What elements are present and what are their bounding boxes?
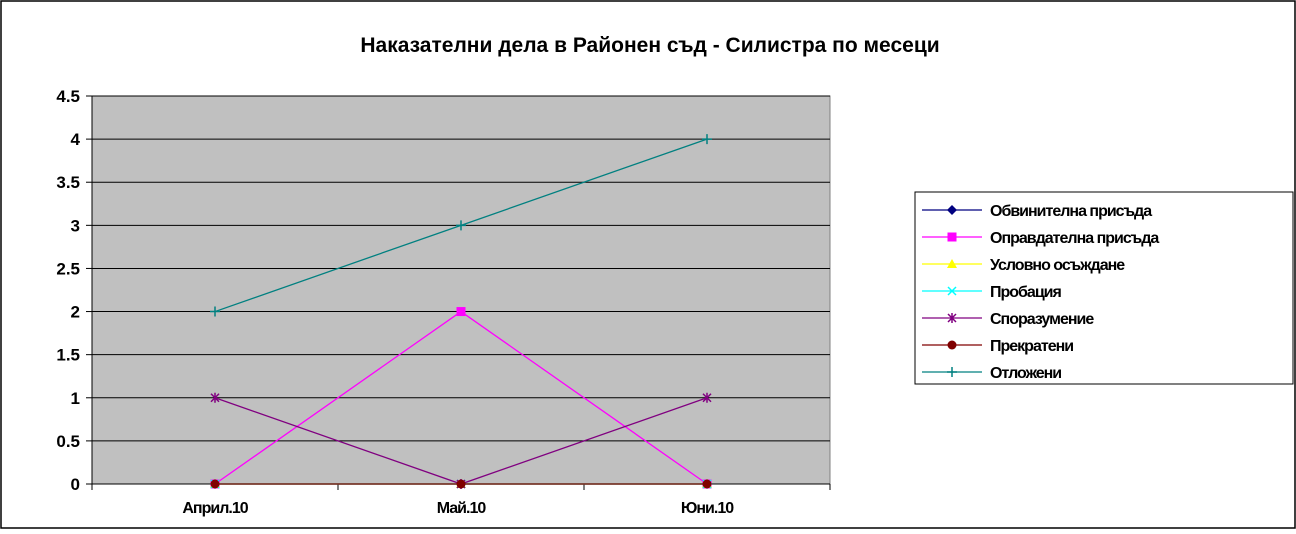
legend-label: Прекратени	[990, 338, 1073, 355]
legend-label: Пробация	[990, 284, 1062, 301]
y-tick-label: 1.5	[56, 346, 80, 365]
point-marker	[702, 479, 712, 489]
y-tick-label: 2.5	[56, 259, 80, 278]
point-marker	[947, 205, 957, 215]
series-group	[210, 134, 712, 317]
y-tick-label: 2	[71, 303, 80, 322]
legend-box	[914, 191, 1294, 385]
legend-entry: Споразумение	[922, 311, 1095, 328]
series-lines	[210, 134, 712, 489]
y-tick-label: 3.5	[56, 173, 80, 192]
point-marker	[210, 479, 220, 489]
y-tick-label: 1	[71, 389, 80, 408]
legend-entry: Пробация	[922, 284, 1063, 301]
point-marker	[947, 340, 957, 350]
point-marker	[947, 259, 957, 268]
y-tick-label: 0.5	[56, 432, 80, 451]
legend-label: Споразумение	[990, 311, 1094, 328]
point-marker	[947, 313, 957, 323]
legend-entry: Отложени	[922, 365, 1062, 382]
point-marker	[456, 220, 466, 231]
point-marker	[456, 479, 466, 489]
chart-title: Наказателни дела в Районен съд - Силистр…	[360, 34, 939, 57]
legend-entry: Оправдателна присъда	[922, 230, 1160, 247]
legend-entry: Условно осъждане	[922, 257, 1126, 274]
point-marker	[456, 307, 466, 317]
y-tick-label: 0	[71, 475, 80, 494]
point-marker	[702, 134, 712, 145]
series-group	[210, 479, 712, 489]
legend-label: Обвинителна присъда	[990, 203, 1152, 220]
legend-entry: Прекратени	[922, 338, 1074, 355]
legend-entry: Обвинителна присъда	[922, 203, 1153, 220]
legend-label: Отложени	[990, 365, 1061, 382]
y-tick-label: 4.5	[56, 87, 80, 106]
legend-label: Условно осъждане	[990, 257, 1125, 274]
point-marker	[702, 392, 712, 403]
point-marker	[210, 306, 220, 317]
point-marker	[947, 286, 957, 296]
x-tick-label: Април.10	[182, 500, 248, 517]
point-marker	[210, 392, 220, 403]
legend-label: Оправдателна присъда	[990, 230, 1159, 247]
x-tick-label: Юни.10	[681, 500, 734, 517]
axes: 0 0.5 1 1.5 2 2.5 3 3.5 4 4.5 Април.10 Май.10 Юни.10	[56, 87, 831, 517]
legend: Обвинителна присъда Оправдателна присъда У…	[922, 203, 1160, 382]
plot-area	[91, 95, 831, 485]
point-marker	[947, 232, 957, 242]
y-tick-label: 4	[71, 130, 81, 149]
point-marker	[947, 367, 957, 377]
x-tick-label: Май.10	[437, 500, 487, 517]
y-tick-label: 3	[71, 216, 80, 235]
